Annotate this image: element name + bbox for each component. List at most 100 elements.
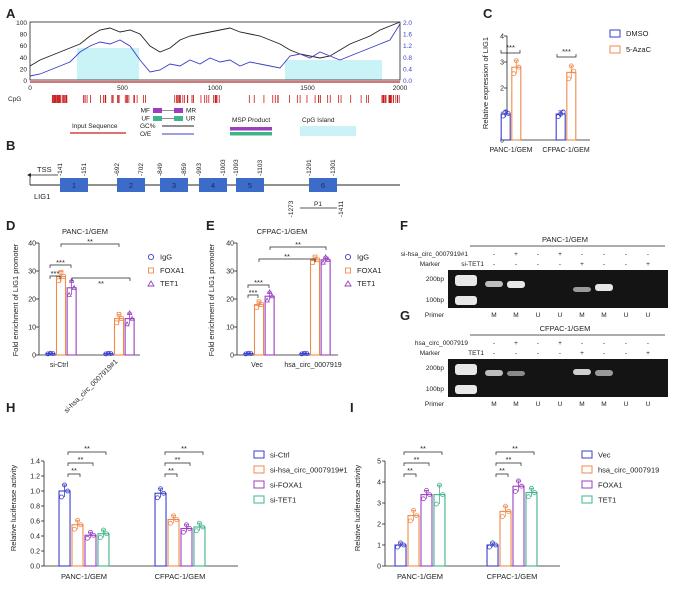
sig-bracket [403, 473, 417, 477]
sig-mark: ** [407, 466, 413, 475]
c-bars [500, 35, 590, 141]
i-y-ticks: 0 1 2 3 4 5 [377, 459, 381, 571]
sig-mark: ** [295, 240, 301, 249]
primer-label: U [624, 312, 629, 319]
exon-box [117, 178, 145, 192]
lane-sign: - [625, 340, 627, 347]
panel-f-gel: PANC-1/GEM si-hsa_circ_0007919#1 Marker … [401, 235, 668, 319]
category-label: CFPAC-1/GEM [155, 572, 206, 581]
y-tick: 0 [230, 353, 234, 360]
exon-box [236, 178, 264, 192]
legend-tet1-marker [344, 280, 352, 287]
panel-label-c: C [483, 6, 493, 21]
primer-label: M [579, 312, 584, 319]
p1-label: P1 [314, 201, 322, 208]
data-point [91, 532, 96, 538]
sig-bracket [71, 277, 131, 281]
data-point [187, 526, 192, 531]
y-tick: 0 [32, 353, 36, 360]
bar [97, 533, 110, 567]
bar [58, 490, 71, 567]
sig-bracket [49, 275, 61, 279]
g-primer-label: Primer [425, 401, 445, 408]
y-tick: 1.0 [30, 489, 40, 496]
primer-label: M [513, 312, 518, 319]
data-point [395, 544, 400, 550]
lane-sign: - [537, 350, 539, 357]
position-label: -1291 [306, 159, 313, 176]
legend-label: si-hsa_circ_0007919#1 [270, 466, 348, 475]
i-bars [382, 460, 560, 567]
d-title: PANC-1/GEM [62, 227, 108, 236]
sig-mark: ** [87, 237, 93, 246]
y-tick: 0.0 [30, 564, 40, 571]
bar [420, 494, 433, 567]
bar [525, 491, 538, 567]
sig-bracket [247, 294, 259, 298]
left-axis-ticks: 100 80 60 40 20 0 [16, 20, 27, 85]
data-point [299, 351, 305, 357]
data-point [500, 113, 506, 119]
c-sig-2: *** [562, 47, 571, 56]
bar [499, 510, 512, 567]
lane-sign: - [559, 261, 561, 268]
d-y-ticks: 0 10 20 30 40 [28, 241, 36, 360]
data-point [511, 71, 517, 77]
lane-sign: - [537, 340, 539, 347]
data-point [411, 507, 416, 513]
sig-mark: ** [181, 444, 187, 453]
data-point [568, 63, 574, 69]
data-point [184, 522, 189, 528]
y-tick: 20 [226, 297, 234, 304]
right-axis-ticks: 2.0 1.6 1.2 0.8 0.4 0.0 [403, 20, 412, 85]
lane-sign: - [603, 251, 605, 258]
ladder-band [455, 296, 477, 305]
h-categories: PANC-1/GEM CFPAC-1/GEM [61, 572, 205, 581]
lane-sign: - [647, 340, 649, 347]
data-point [161, 490, 167, 496]
sig-bracket [67, 462, 94, 466]
y-tick: 1 [377, 543, 381, 550]
exon-number: 3 [172, 181, 176, 190]
sig-mark: ** [175, 455, 181, 464]
lane-sign: - [515, 261, 517, 268]
legend-foxa1: FOXA1 [357, 266, 382, 275]
sig-mark: ** [84, 444, 90, 453]
data-point [519, 483, 524, 489]
bar [66, 287, 77, 356]
data-point [101, 527, 106, 533]
data-point [126, 309, 133, 316]
primer-label: U [646, 401, 651, 408]
y-tick: 40 [226, 241, 234, 248]
c-sig-1: *** [506, 43, 515, 52]
lane-sign: + [558, 340, 562, 347]
panel-c-chart: Relative expression of LIG1 0 1 2 3 4 PA… [481, 29, 652, 154]
lane-sign: - [493, 340, 495, 347]
legend-swatch [581, 465, 593, 474]
legend-swatch [253, 465, 265, 474]
data-point [555, 114, 561, 119]
legend-tet1: TET1 [357, 279, 375, 288]
data-point [88, 529, 93, 535]
plot-frame [29, 21, 401, 81]
right-tick: 1.6 [403, 32, 412, 39]
position-label: -1103 [257, 159, 264, 176]
data-point [243, 351, 249, 357]
bar [555, 113, 566, 141]
position-label: -151 [81, 163, 88, 176]
bar [264, 295, 275, 356]
legend-oe: O/E [140, 131, 152, 138]
y-tick: 3 [377, 501, 381, 508]
legend-foxa1-marker [148, 267, 154, 274]
exon-positions: -141 -151 -692 -702 -849 -859 -993 -1003 -1093 -1… [57, 159, 337, 176]
gene-label: LIG1 [34, 192, 50, 201]
data-point [124, 321, 130, 327]
right-tick: 0.0 [403, 78, 412, 85]
i-significance: ************ [403, 444, 535, 477]
position-label: -849 [157, 163, 164, 176]
primer-label: M [579, 401, 584, 408]
data-point [181, 529, 186, 535]
data-point [310, 260, 315, 265]
legend-msp-swatch-u [230, 132, 272, 136]
gel-band [485, 281, 503, 287]
